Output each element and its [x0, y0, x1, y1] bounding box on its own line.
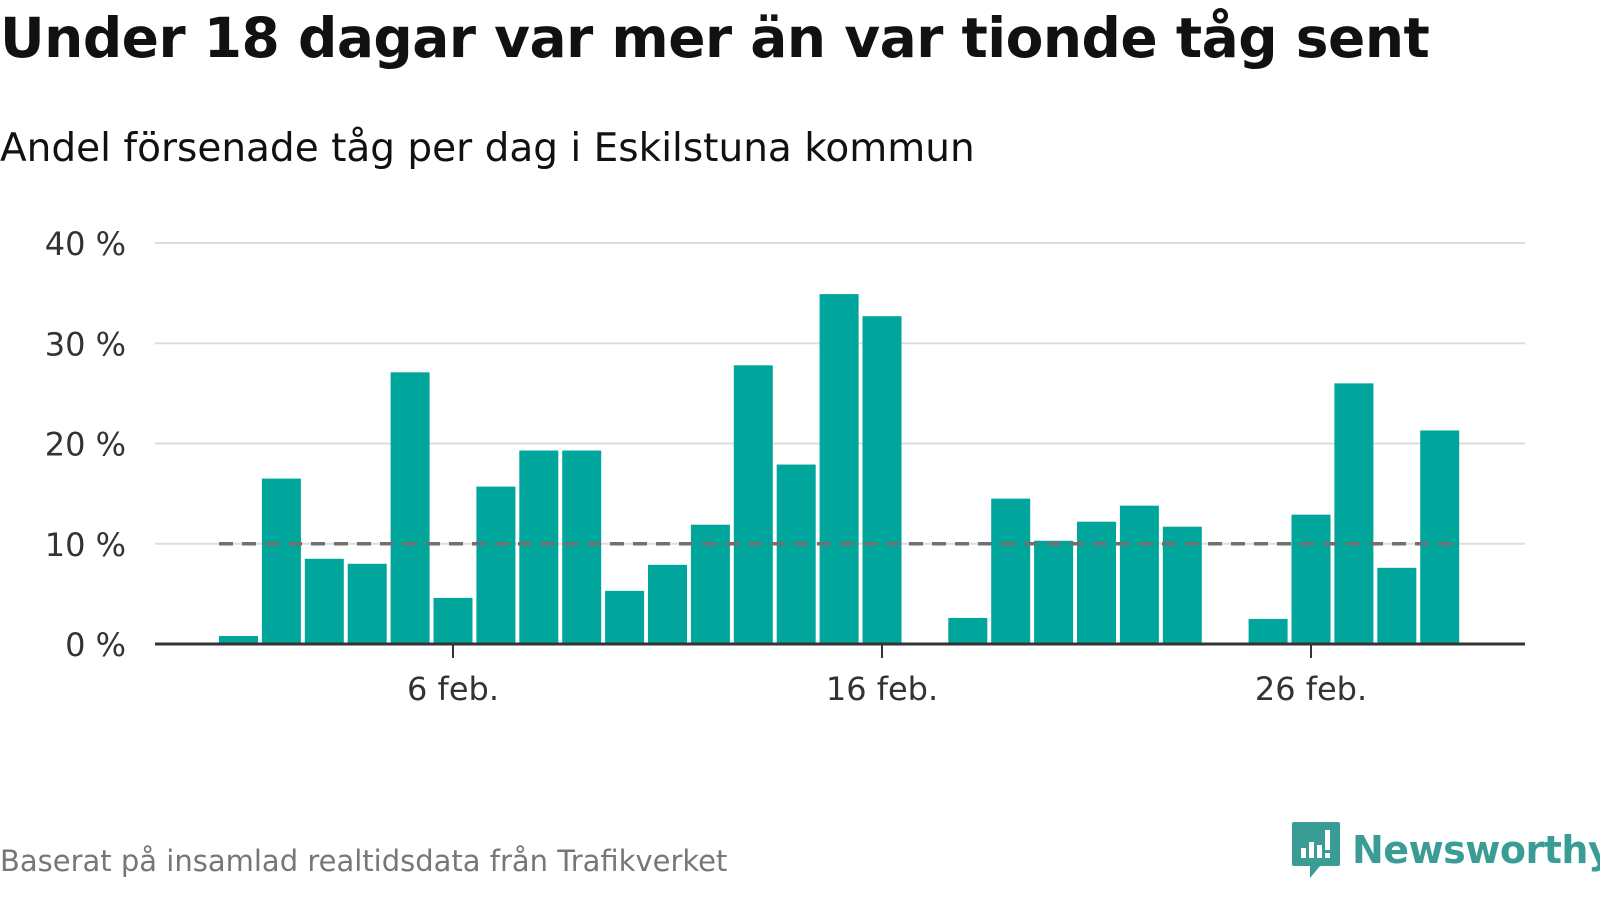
y-tick-label: 10 %	[45, 526, 126, 564]
y-tick-label: 30 %	[45, 325, 126, 363]
bar	[476, 486, 516, 644]
y-tick-label: 40 %	[45, 225, 126, 263]
bar	[776, 464, 816, 644]
brand[interactable]: Newsworthy	[1290, 820, 1600, 880]
bar	[1248, 618, 1288, 644]
x-axis	[155, 642, 1525, 658]
newsworthy-logo-icon	[1292, 822, 1340, 878]
bar	[562, 450, 602, 644]
bar	[433, 597, 473, 644]
x-axis-labels: 6 feb. 16 feb. 26 feb.	[407, 670, 1367, 708]
bar	[1077, 521, 1116, 644]
bar	[1334, 383, 1374, 644]
bar	[648, 564, 687, 644]
bar	[605, 590, 645, 644]
bar	[1291, 514, 1331, 644]
bar	[1034, 540, 1074, 644]
bar	[1377, 567, 1417, 644]
bar	[1119, 505, 1159, 644]
bar	[261, 478, 301, 644]
chart-title: Under 18 dagar var mer än var tionde tåg…	[0, 6, 1430, 70]
x-tick-label: 6 feb.	[407, 670, 499, 708]
bar	[862, 316, 902, 644]
bar	[819, 294, 859, 644]
y-tick-label: 0 %	[65, 626, 126, 664]
bar	[304, 558, 344, 644]
bar	[390, 372, 430, 644]
x-tick-label: 26 feb.	[1255, 670, 1367, 708]
bar	[347, 563, 387, 644]
bar	[1420, 430, 1460, 644]
source-note: Baserat på insamlad realtidsdata från Tr…	[0, 844, 728, 878]
y-axis-labels: 0 % 10 % 20 % 30 % 40 %	[45, 225, 126, 664]
bar	[948, 617, 988, 644]
bar	[733, 365, 773, 644]
y-tick-label: 20 %	[45, 426, 126, 464]
bar	[1162, 526, 1202, 644]
bar	[991, 498, 1031, 644]
brand-name: Newsworthy	[1352, 828, 1600, 872]
bars	[219, 294, 1460, 644]
x-tick-label: 16 feb.	[826, 670, 938, 708]
chart-subtitle: Andel försenade tåg per dag i Eskilstuna…	[0, 126, 975, 171]
bar	[219, 635, 258, 644]
bar	[519, 450, 559, 644]
